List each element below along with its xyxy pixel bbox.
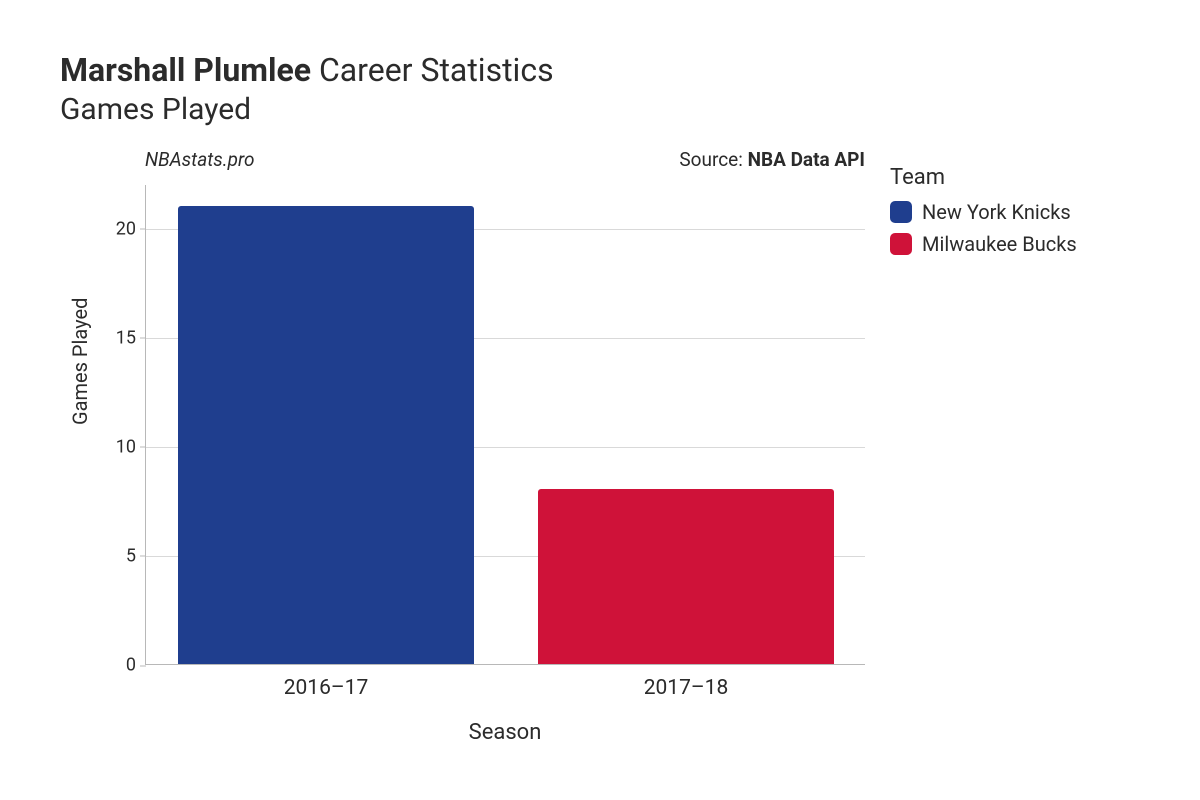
bar xyxy=(178,206,473,664)
legend-label: Milwaukee Bucks xyxy=(922,232,1077,256)
legend-swatch xyxy=(890,233,912,255)
plot-area: 051015202016–172017–18 xyxy=(145,185,865,665)
y-tick-label: 15 xyxy=(116,327,146,348)
legend-item: Milwaukee Bucks xyxy=(890,232,1077,256)
chart-subtitle: Games Played xyxy=(60,92,1140,127)
x-axis-label: Season xyxy=(145,720,865,745)
y-axis-label: Games Played xyxy=(68,298,92,425)
legend: Team New York Knicks Milwaukee Bucks xyxy=(890,165,1077,264)
title-block: Marshall Plumlee Career Statistics Games… xyxy=(60,50,1140,127)
x-tick-label: 2017–18 xyxy=(644,664,729,700)
bar xyxy=(538,489,833,664)
legend-label: New York Knicks xyxy=(922,200,1071,224)
chart-container: Marshall Plumlee Career Statistics Games… xyxy=(0,0,1200,800)
x-tick-label: 2016–17 xyxy=(284,664,369,700)
y-tick-label: 10 xyxy=(116,436,146,457)
chart-zone: Games Played Season 051015202016–172017–… xyxy=(60,165,1140,755)
y-tick-label: 20 xyxy=(116,218,146,239)
title-suffix: Career Statistics xyxy=(311,51,554,89)
y-tick-label: 0 xyxy=(126,655,146,676)
chart-title: Marshall Plumlee Career Statistics xyxy=(60,50,1140,90)
y-tick-label: 5 xyxy=(126,545,146,566)
legend-title: Team xyxy=(890,165,1077,190)
legend-swatch xyxy=(890,201,912,223)
legend-item: New York Knicks xyxy=(890,200,1077,224)
title-player-name: Marshall Plumlee xyxy=(60,51,311,89)
